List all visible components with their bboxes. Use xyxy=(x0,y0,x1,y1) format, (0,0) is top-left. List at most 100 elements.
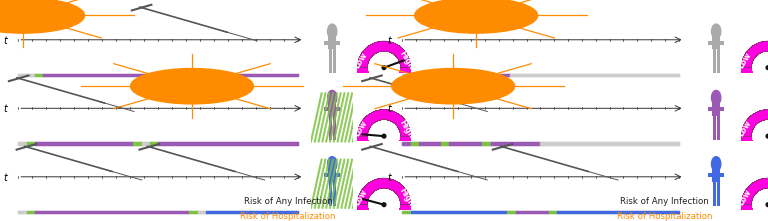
Wedge shape xyxy=(741,178,768,221)
Wedge shape xyxy=(357,110,411,163)
Wedge shape xyxy=(357,110,411,163)
Wedge shape xyxy=(741,178,768,221)
Wedge shape xyxy=(741,110,768,163)
Wedge shape xyxy=(357,110,411,163)
Wedge shape xyxy=(357,41,411,94)
Wedge shape xyxy=(741,41,768,94)
Wedge shape xyxy=(741,110,768,163)
Wedge shape xyxy=(741,110,768,163)
Wedge shape xyxy=(741,41,768,94)
Wedge shape xyxy=(357,41,411,94)
Wedge shape xyxy=(357,110,411,163)
Wedge shape xyxy=(357,178,411,221)
Wedge shape xyxy=(741,41,768,94)
Wedge shape xyxy=(741,110,768,163)
Wedge shape xyxy=(741,41,768,94)
Wedge shape xyxy=(741,41,768,94)
Wedge shape xyxy=(357,110,411,163)
Wedge shape xyxy=(741,178,768,221)
Wedge shape xyxy=(741,110,768,163)
Wedge shape xyxy=(741,110,768,163)
Wedge shape xyxy=(357,41,411,94)
Wedge shape xyxy=(741,110,768,163)
Wedge shape xyxy=(357,178,411,221)
Wedge shape xyxy=(741,110,768,163)
Wedge shape xyxy=(357,110,411,163)
FancyBboxPatch shape xyxy=(329,181,332,206)
Wedge shape xyxy=(357,110,411,163)
Wedge shape xyxy=(741,110,768,163)
Wedge shape xyxy=(741,178,768,221)
FancyBboxPatch shape xyxy=(329,34,336,49)
Wedge shape xyxy=(741,178,768,221)
Wedge shape xyxy=(357,110,411,163)
Wedge shape xyxy=(741,110,768,163)
Wedge shape xyxy=(741,178,768,221)
Wedge shape xyxy=(357,41,411,94)
Wedge shape xyxy=(741,41,768,94)
Wedge shape xyxy=(357,110,411,163)
Wedge shape xyxy=(357,41,411,94)
Wedge shape xyxy=(741,110,768,163)
Wedge shape xyxy=(357,110,411,163)
Wedge shape xyxy=(741,41,768,94)
Wedge shape xyxy=(741,178,768,221)
Wedge shape xyxy=(741,178,768,221)
Wedge shape xyxy=(741,41,768,94)
Wedge shape xyxy=(741,110,768,163)
Wedge shape xyxy=(741,178,768,221)
Wedge shape xyxy=(741,178,768,221)
Wedge shape xyxy=(741,110,768,163)
Wedge shape xyxy=(741,41,768,94)
Wedge shape xyxy=(741,178,768,221)
Wedge shape xyxy=(357,178,411,221)
Wedge shape xyxy=(741,110,768,163)
Text: Risk of Hospitalization: Risk of Hospitalization xyxy=(617,211,712,221)
Wedge shape xyxy=(357,41,411,94)
Wedge shape xyxy=(357,110,411,163)
Wedge shape xyxy=(741,178,768,221)
Wedge shape xyxy=(357,41,411,94)
Wedge shape xyxy=(357,178,411,221)
Wedge shape xyxy=(357,178,411,221)
Wedge shape xyxy=(357,41,411,94)
Wedge shape xyxy=(741,110,768,163)
Wedge shape xyxy=(357,41,411,94)
Wedge shape xyxy=(741,110,768,163)
Circle shape xyxy=(327,90,337,105)
Wedge shape xyxy=(741,110,768,163)
Wedge shape xyxy=(357,110,411,163)
Wedge shape xyxy=(741,110,768,163)
Wedge shape xyxy=(357,41,411,94)
Wedge shape xyxy=(741,41,768,94)
Wedge shape xyxy=(741,41,768,94)
Wedge shape xyxy=(741,41,768,94)
Wedge shape xyxy=(357,110,411,163)
Wedge shape xyxy=(741,178,768,221)
Wedge shape xyxy=(357,110,411,163)
FancyBboxPatch shape xyxy=(708,107,724,111)
Wedge shape xyxy=(741,41,768,94)
Wedge shape xyxy=(741,41,768,94)
Wedge shape xyxy=(357,41,411,94)
Wedge shape xyxy=(357,178,411,221)
Wedge shape xyxy=(357,178,411,221)
Wedge shape xyxy=(357,110,411,163)
Wedge shape xyxy=(741,110,768,163)
Wedge shape xyxy=(741,178,768,221)
Wedge shape xyxy=(357,178,411,221)
Wedge shape xyxy=(741,110,768,163)
Wedge shape xyxy=(357,178,411,221)
Wedge shape xyxy=(741,41,768,94)
Wedge shape xyxy=(741,41,768,94)
Wedge shape xyxy=(357,110,411,163)
Wedge shape xyxy=(357,178,411,221)
FancyBboxPatch shape xyxy=(713,181,716,206)
Wedge shape xyxy=(741,41,768,94)
Wedge shape xyxy=(741,178,768,221)
Wedge shape xyxy=(357,110,411,163)
Wedge shape xyxy=(357,41,411,94)
Wedge shape xyxy=(357,41,411,94)
Wedge shape xyxy=(357,41,411,94)
Wedge shape xyxy=(741,41,768,94)
